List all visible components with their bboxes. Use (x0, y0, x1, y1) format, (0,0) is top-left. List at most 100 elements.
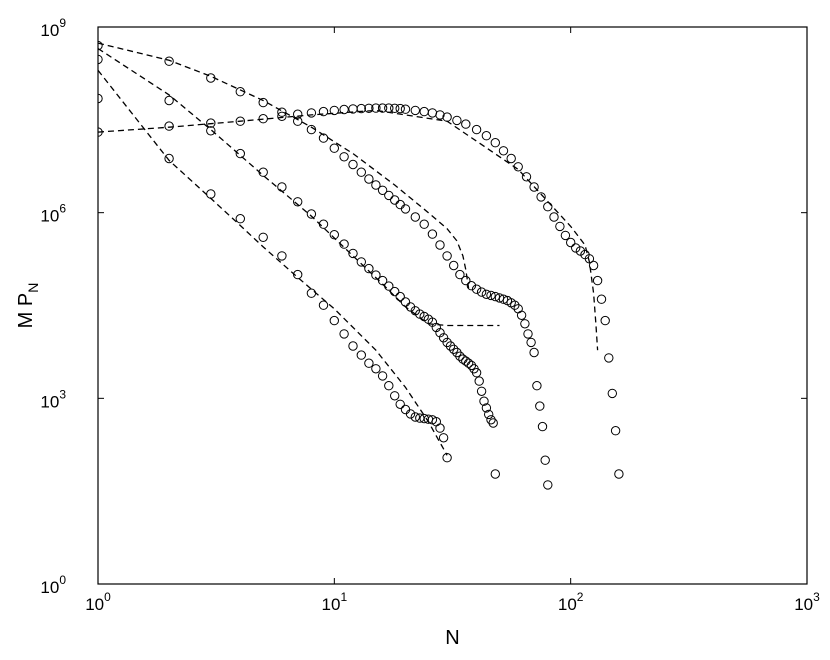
x-tick-base: 10 (558, 595, 577, 614)
data-point (600, 315, 610, 326)
y-tick-base: 10 (40, 578, 59, 597)
y-axis-label: M PN (15, 283, 41, 329)
data-point (596, 294, 607, 304)
fit-line-4 (98, 109, 599, 351)
data-point (395, 199, 405, 210)
data-point (427, 229, 438, 239)
x-tick-label: 101 (322, 590, 348, 614)
data-point (488, 418, 498, 428)
data-point (526, 337, 536, 348)
data-point (476, 287, 487, 297)
y-tick-base: 10 (40, 207, 59, 226)
data-point (536, 192, 546, 202)
data-point (442, 112, 452, 122)
data-point (384, 190, 394, 201)
data-point (235, 214, 246, 224)
data-point (306, 209, 317, 219)
data-point (206, 126, 216, 136)
data-point (277, 111, 287, 122)
fit-line-2 (98, 47, 500, 327)
data-point (384, 381, 394, 391)
fit-line-3 (98, 42, 470, 289)
data-point (607, 388, 617, 399)
data-point (532, 381, 542, 391)
x-tick-base: 10 (85, 595, 104, 614)
data-point (584, 254, 595, 264)
data-point (371, 180, 381, 190)
data-point (339, 239, 349, 249)
y-tick-base: 10 (40, 21, 59, 40)
data-point (339, 329, 349, 339)
data-point (471, 124, 482, 135)
data-point (164, 95, 174, 106)
x-tick-exponent: 3 (813, 590, 820, 604)
data-point (474, 376, 484, 386)
data-point (481, 289, 492, 299)
plot-frame (97, 26, 808, 585)
data-point (571, 243, 581, 253)
data-point (516, 310, 527, 320)
data-point (235, 87, 246, 97)
data-point (523, 329, 533, 339)
data-point (235, 116, 246, 126)
data-point (329, 105, 339, 116)
data-point (293, 197, 303, 207)
data-point (293, 116, 303, 126)
data-point (476, 386, 487, 396)
data-point (610, 426, 621, 436)
data-point (506, 153, 516, 164)
data-point (390, 286, 400, 297)
data-point (419, 219, 429, 229)
data-point (520, 319, 530, 329)
y-tick-label: 106 (40, 202, 66, 226)
y-tick-exponent: 3 (59, 387, 66, 401)
data-point (513, 304, 523, 314)
x-tick-base: 10 (794, 595, 813, 614)
x-tick-exponent: 2 (577, 590, 584, 604)
data-point (277, 182, 287, 192)
data-point (356, 167, 366, 177)
fit-line-1 (98, 69, 448, 456)
data-point (463, 358, 474, 368)
data-point (529, 182, 539, 192)
x-tick-label: 100 (85, 590, 111, 614)
y-tick-exponent: 6 (59, 202, 66, 216)
data-point (329, 230, 339, 240)
data-point (377, 185, 388, 196)
data-point (318, 106, 329, 117)
data-point (455, 351, 465, 361)
data-point (537, 421, 548, 432)
data-point (555, 221, 565, 232)
data-point (543, 480, 553, 490)
data-point (371, 364, 381, 374)
x-axis-ticks: 100 101 102 103 (85, 27, 820, 614)
data-point (461, 275, 471, 286)
data-point (529, 347, 539, 358)
data-point (400, 204, 411, 214)
data-point (364, 174, 374, 184)
data-point (466, 360, 477, 371)
data-point (306, 108, 317, 118)
x-tick-exponent: 1 (340, 590, 347, 604)
data-point (481, 131, 492, 141)
series-3 (98, 40, 553, 490)
data-point (364, 263, 374, 274)
data-point (486, 415, 496, 425)
y-tick-base: 10 (40, 392, 59, 411)
data-point (390, 391, 400, 401)
series-1 (98, 93, 452, 463)
data-point (329, 315, 339, 326)
data-point (445, 341, 456, 351)
x-tick-exponent: 0 (104, 590, 111, 604)
data-point (449, 344, 459, 354)
data-point (400, 104, 411, 114)
data-point (364, 358, 374, 368)
data-point (384, 103, 394, 113)
data-point (543, 202, 553, 212)
data-point (258, 232, 268, 243)
x-tick-base: 10 (322, 595, 341, 614)
data-point (419, 106, 429, 117)
data-point (498, 146, 509, 156)
